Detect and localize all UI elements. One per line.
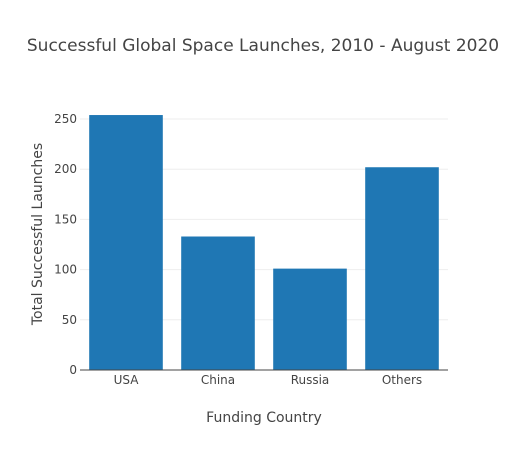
y-tick-label: 150 [54,212,77,226]
x-axis-ticks: USA China Russia Others [114,373,423,387]
x-tick-label: Others [382,373,422,387]
bar-others[interactable] [365,167,439,370]
x-tick-label: USA [114,373,140,387]
x-tick-label: Russia [291,373,330,387]
y-tick-label: 250 [54,112,77,126]
bar-usa[interactable] [89,115,163,371]
y-axis-ticks: 0 50 100 150 200 250 [54,112,77,377]
bar-russia[interactable] [273,268,347,370]
bar-china[interactable] [181,236,255,371]
bars [89,115,439,371]
x-tick-label: China [201,373,235,387]
chart-title: Successful Global Space Launches, 2010 -… [27,36,499,56]
y-tick-label: 100 [54,263,77,277]
y-tick-label: 200 [54,162,77,176]
x-axis-title: Funding Country [206,410,322,426]
y-tick-label: 50 [62,313,77,327]
y-tick-label: 0 [69,363,77,377]
y-axis-title: Total Successful Launches [30,143,46,326]
